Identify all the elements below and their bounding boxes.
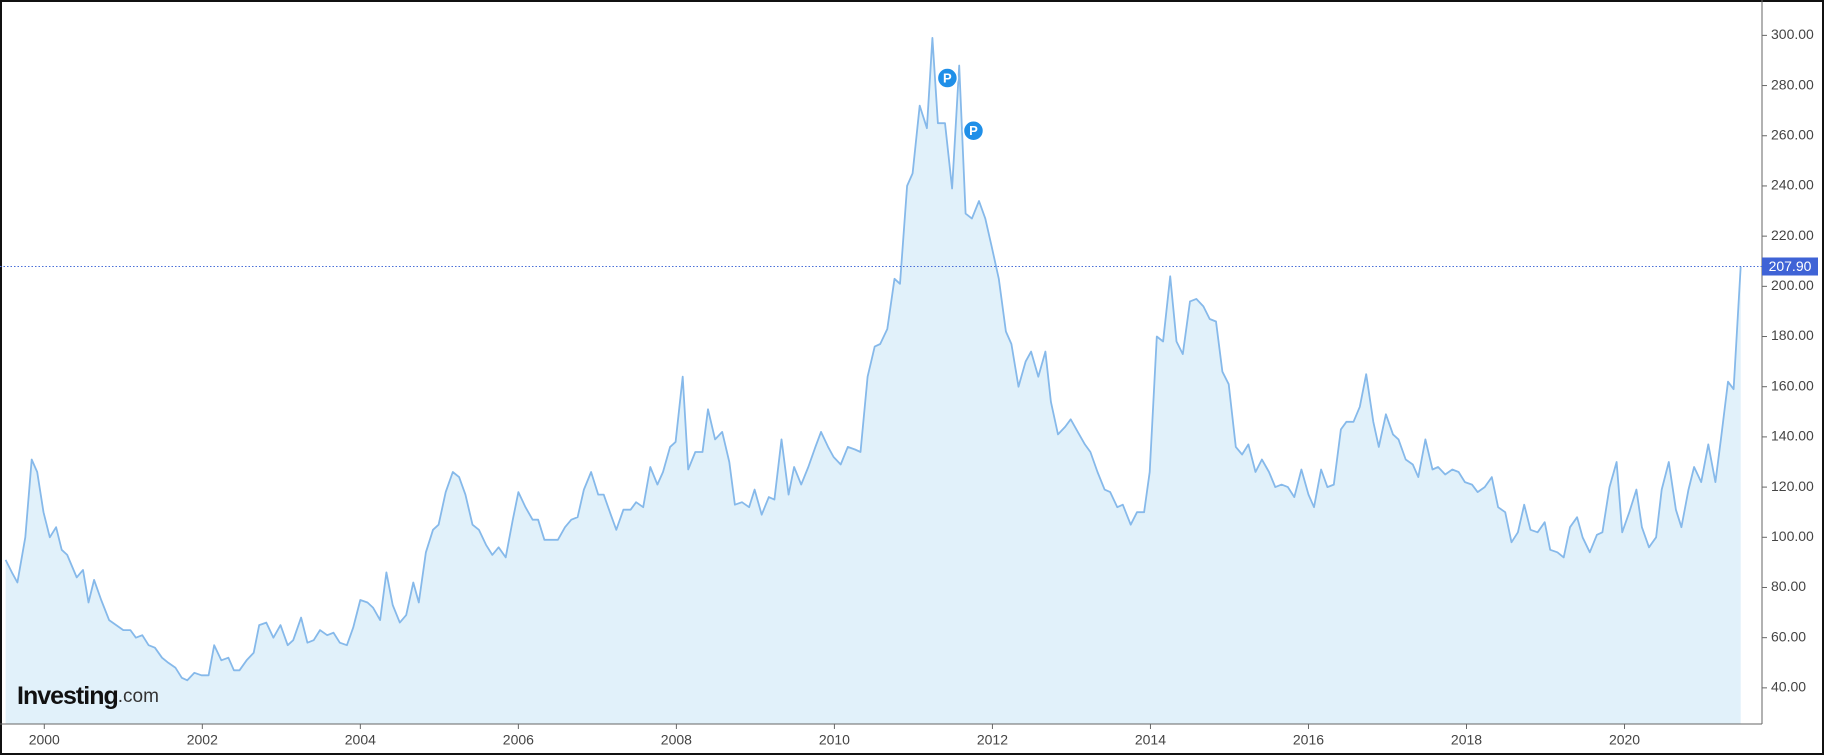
y-tick-label: 40.00 <box>1771 679 1806 695</box>
watermark-brand: Investing <box>17 682 118 710</box>
y-tick-label: 160.00 <box>1771 377 1814 393</box>
y-tick-label: 220.00 <box>1771 227 1814 243</box>
y-tick-label: 140.00 <box>1771 428 1814 444</box>
x-tick-label: 2004 <box>345 732 376 748</box>
y-tick-label: 180.00 <box>1771 327 1814 343</box>
watermark: Investing.com <box>17 682 159 710</box>
x-tick-label: 2010 <box>819 732 850 748</box>
x-tick-label: 2002 <box>187 732 218 748</box>
last-price-label: 207.90 <box>1769 258 1812 274</box>
y-tick-label: 100.00 <box>1771 528 1814 544</box>
annotation-marker <box>936 67 959 89</box>
y-tick-label: 240.00 <box>1771 177 1814 193</box>
last-price-box <box>1762 257 1818 276</box>
y-tick-label: 80.00 <box>1771 578 1806 594</box>
x-tick-label: 2020 <box>1609 732 1640 748</box>
area-fill <box>5 37 1741 724</box>
y-tick-label: 300.00 <box>1771 26 1814 42</box>
annotation-label: P <box>969 123 978 138</box>
x-tick-label: 2016 <box>1293 732 1324 748</box>
x-tick-label: 2006 <box>503 732 534 748</box>
x-tick-label: 2008 <box>661 732 692 748</box>
x-tick-label: 2018 <box>1451 732 1482 748</box>
x-tick-label: 2000 <box>29 732 60 748</box>
y-tick-label: 120.00 <box>1771 478 1814 494</box>
watermark-domain: .com <box>118 686 159 707</box>
annotation-label: P <box>943 70 952 85</box>
y-tick-label: 60.00 <box>1771 628 1806 644</box>
y-tick-label: 280.00 <box>1771 76 1814 92</box>
y-tick-label: 260.00 <box>1771 126 1814 142</box>
annotation-marker <box>962 119 985 142</box>
price-line <box>4 37 1742 682</box>
y-tick-label: 200.00 <box>1771 277 1814 293</box>
x-tick-label: 2012 <box>977 732 1008 748</box>
x-tick-label: 2014 <box>1135 732 1166 748</box>
